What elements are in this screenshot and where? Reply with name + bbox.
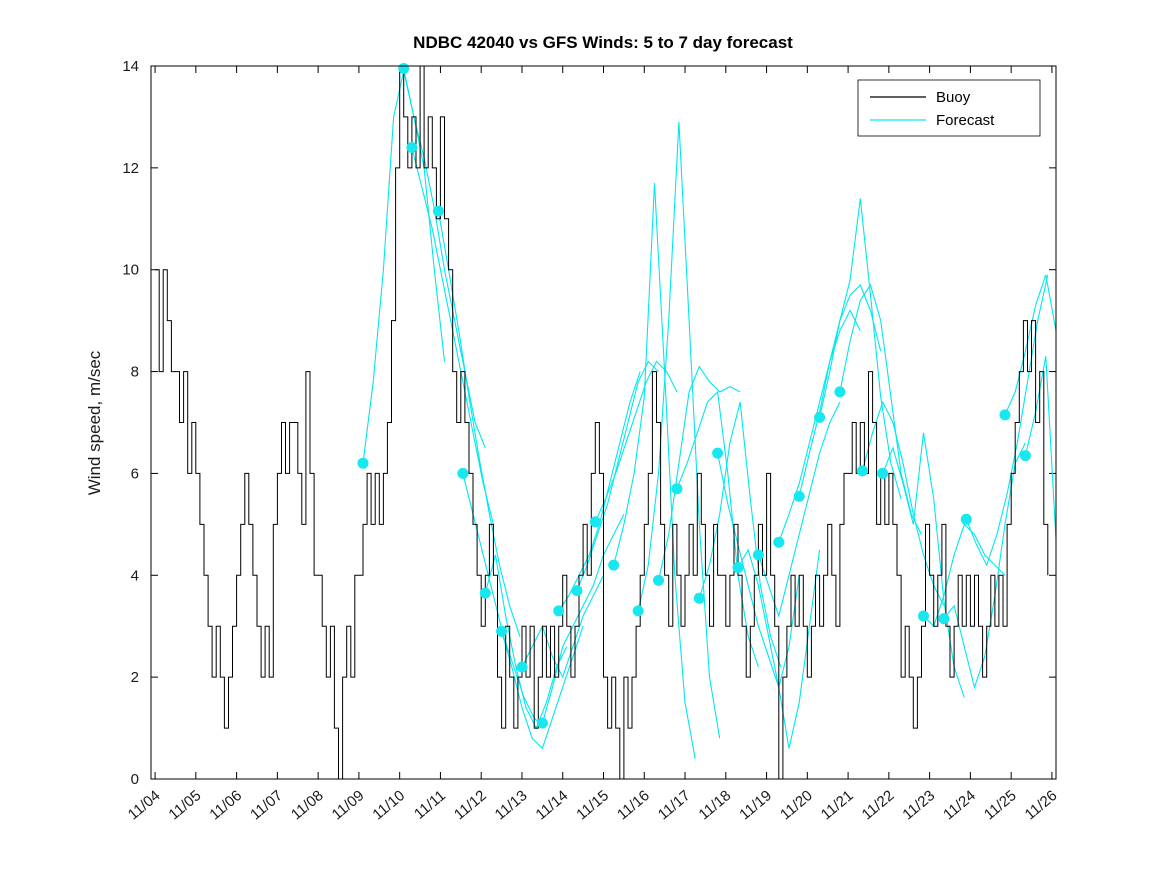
x-tick-label: 11/15: [573, 787, 612, 823]
forecast-start-marker: [877, 467, 889, 479]
forecast-start-marker: [632, 605, 644, 617]
x-tick-label: 11/20: [777, 787, 816, 823]
forecast-start-marker: [398, 63, 410, 74]
forecast-line: [594, 360, 678, 523]
forecast-line: [965, 274, 1049, 567]
x-tick-label: 11/17: [655, 787, 694, 823]
x-tick-label: 11/10: [369, 787, 408, 823]
y-tick-label: 14: [122, 58, 139, 75]
legend-label-1: Forecast: [936, 112, 995, 129]
forecast-line: [558, 371, 641, 612]
forecast-line: [943, 442, 1026, 690]
forecast-start-marker: [834, 386, 846, 398]
x-tick-label: 11/23: [899, 787, 938, 823]
y-tick-label: 0: [131, 771, 139, 788]
forecast-line: [698, 401, 782, 668]
forecast-line: [501, 626, 584, 750]
forecast-start-marker: [589, 516, 601, 528]
forecast-start-marker: [1019, 450, 1031, 462]
legend-box: [857, 79, 1041, 137]
forecast-start-marker: [793, 490, 805, 502]
y-axis-label: Wind speed, m/sec: [85, 350, 104, 495]
forecast-start-marker: [608, 559, 620, 571]
y-tick-label: 2: [131, 669, 139, 686]
forecast-line: [576, 360, 659, 591]
forecast-start-marker: [918, 610, 929, 622]
x-tick-label: 11/26: [1022, 787, 1061, 823]
x-tick-label: 11/25: [981, 787, 1020, 823]
x-tick-label: 11/07: [247, 787, 286, 823]
x-tick-label: 11/04: [125, 787, 164, 823]
buoy-line: [155, 65, 1049, 779]
forecast-start-marker: [479, 587, 491, 599]
forecast-line: [882, 432, 965, 698]
forecast-start-marker: [571, 585, 583, 597]
forecast-line: [613, 183, 696, 759]
forecast-start-marker: [516, 661, 528, 673]
forecast-start-marker: [938, 613, 950, 625]
plot-box: [150, 65, 1057, 780]
x-tick-label: 11/05: [166, 787, 205, 823]
forecast-start-marker: [732, 562, 744, 574]
forecast-start-marker: [432, 205, 444, 217]
forecast-line: [1004, 274, 1056, 416]
x-tick-label: 11/09: [329, 787, 368, 823]
forecast-start-marker: [752, 549, 764, 561]
forecast-line: [819, 198, 902, 500]
forecast-start-marker: [814, 411, 826, 423]
forecast-line: [403, 68, 486, 449]
x-tick-label: 11/18: [696, 787, 735, 823]
x-tick-label: 11/24: [940, 787, 979, 823]
forecast-start-marker: [712, 447, 724, 459]
y-tick-label: 4: [131, 567, 139, 584]
forecast-line: [637, 121, 721, 739]
forecast-line: [757, 401, 841, 618]
forecast-line: [437, 211, 521, 637]
forecast-start-marker: [653, 574, 664, 586]
forecast-line: [541, 513, 625, 724]
y-tick-label: 8: [131, 364, 139, 381]
forecast-start-marker: [856, 465, 868, 477]
forecast-start-marker: [457, 467, 469, 479]
forecast-start-marker: [773, 536, 785, 548]
x-tick-label: 11/19: [736, 787, 775, 823]
x-tick-label: 11/13: [492, 787, 531, 823]
x-tick-label: 11/08: [288, 787, 327, 823]
x-tick-label: 11/11: [411, 787, 449, 823]
forecast-start-marker: [536, 717, 548, 729]
forecast-start-marker: [960, 513, 972, 525]
forecast-start-marker: [693, 592, 705, 604]
forecast-line: [521, 575, 604, 679]
x-tick-label: 11/14: [532, 787, 571, 823]
x-tick-label: 11/22: [859, 787, 898, 823]
y-tick-label: 6: [131, 465, 139, 482]
y-tick-label: 12: [122, 160, 139, 177]
forecast-start-marker: [671, 483, 683, 495]
y-tick-label: 10: [122, 262, 139, 279]
forecast-line: [717, 452, 800, 690]
forecast-start-marker: [999, 409, 1011, 421]
x-tick-label: 11/06: [206, 787, 245, 823]
x-tick-label: 11/12: [451, 787, 490, 823]
forecast-start-marker: [496, 625, 508, 637]
forecast-line: [778, 309, 861, 543]
forecast-line: [657, 365, 741, 581]
legend-label-0: Buoy: [936, 89, 971, 106]
forecast-start-marker: [406, 142, 418, 153]
chart-title: NDBC 42040 vs GFS Winds: 5 to 7 day fore…: [413, 33, 793, 52]
x-tick-label: 11/16: [614, 787, 653, 823]
forecast-start-marker: [553, 605, 565, 617]
forecast-line: [676, 390, 759, 668]
forecast-start-marker: [357, 457, 369, 469]
x-tick-label: 11/21: [818, 787, 857, 823]
forecast-line: [484, 554, 568, 730]
forecast-line: [1024, 356, 1056, 540]
